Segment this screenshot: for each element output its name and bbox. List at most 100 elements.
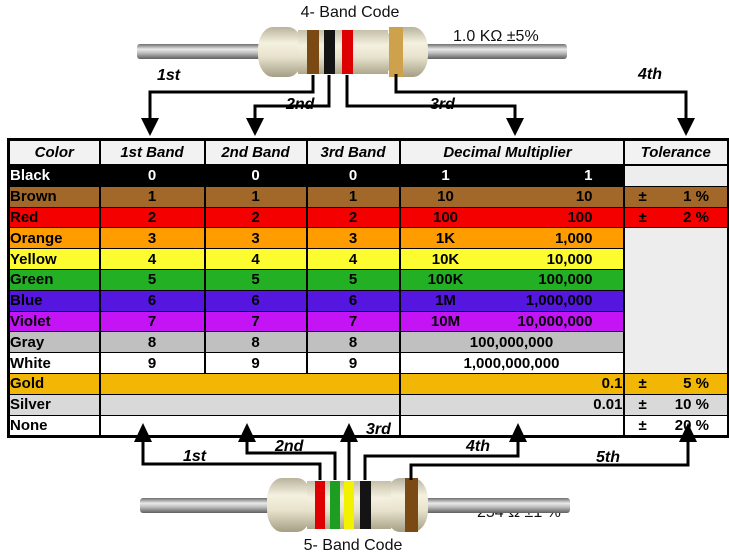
multiplier-cell xyxy=(398,414,625,438)
multiplier-value: 1K xyxy=(435,229,456,247)
tolerance-cell: ±1 % xyxy=(622,185,729,208)
band-pointer-label: 2nd xyxy=(275,438,304,455)
multiplier-cell: 1M 1,000,000 xyxy=(398,289,625,312)
resistor-band-green xyxy=(330,481,340,529)
tolerance-value: ± xyxy=(638,416,647,434)
tolerance-cell: ±5 % xyxy=(622,372,729,395)
table-row: Brown 1 1 1 10 10 ±1 % xyxy=(7,185,729,208)
band-value-cell: 5 xyxy=(203,268,308,291)
multiplier-cell: 100K 100,000 xyxy=(398,268,625,291)
column-header: 2nd Band xyxy=(203,139,308,166)
tolerance-cell xyxy=(622,164,729,187)
color-code-table-body: Black 0 0 0 1 1 Brown 1 1 1 10 10 ±1 % Red 2 2 2 100 100 ±2… xyxy=(7,164,729,438)
color-name-cell: Silver xyxy=(7,393,101,416)
multiplier-value: 1,000,000 xyxy=(525,292,593,310)
table-row: White 9 9 9 1,000,000,000 xyxy=(7,352,729,374)
tolerance-cell: ±2 % xyxy=(622,206,729,229)
tolerance-cell: ±10 % xyxy=(622,393,729,416)
band-value-cell: 6 xyxy=(98,289,206,312)
band-value-cell: 6 xyxy=(305,289,401,312)
resistor-band-brown xyxy=(307,30,319,74)
table-row: Violet 7 7 7 10M 10,000,000 xyxy=(7,310,729,333)
color-name-cell: Gray xyxy=(7,331,101,354)
resistor-cap-left xyxy=(267,478,312,532)
band-value-cell: 7 xyxy=(98,310,206,333)
multiplier-value: 100K xyxy=(427,271,464,289)
band-pointer-label: 4th xyxy=(466,438,490,455)
band-value-cell: 7 xyxy=(305,310,401,333)
resistor-band-brown xyxy=(405,478,418,532)
band-value-cell: 2 xyxy=(203,206,308,229)
multiplier-value: 1M xyxy=(435,292,456,310)
multiplier-value: 1 xyxy=(441,167,450,185)
tolerance-value: 2 % xyxy=(683,208,709,226)
table-row: Orange 3 3 3 1K 1,000 xyxy=(7,227,729,374)
tolerance-value: 1 % xyxy=(683,188,709,206)
tolerance-value: 20 % xyxy=(674,416,709,434)
multiplier-value: 10,000,000 xyxy=(517,312,593,330)
band-value-cell: 3 xyxy=(203,227,308,250)
color-name-cell: Red xyxy=(7,206,101,229)
table-row: Red 2 2 2 100 100 ±2 % xyxy=(7,206,729,229)
column-header: Tolerance xyxy=(622,139,729,166)
multiplier-cell: 1K 1,000 xyxy=(398,227,625,250)
resistor-band-red xyxy=(342,30,353,74)
resistor-band-black xyxy=(360,481,371,529)
band-pointer-label: 3rd xyxy=(430,96,455,113)
band-value-cell: 8 xyxy=(203,331,308,354)
band-value-cell: 5 xyxy=(305,268,401,291)
color-name-cell: Violet xyxy=(7,310,101,333)
column-header: Color xyxy=(7,139,101,166)
band-value-cell: 4 xyxy=(203,248,308,270)
band-value-cell: 1 xyxy=(203,185,308,208)
color-name-cell: Brown xyxy=(7,185,101,208)
band-value-cell: 9 xyxy=(203,352,308,374)
band-pointer-label: 2nd xyxy=(286,96,315,113)
multiplier-cell: 10 10 xyxy=(398,185,625,208)
merged-band-cell xyxy=(98,414,401,438)
band-value-cell: 7 xyxy=(203,310,308,333)
five-band-code-title: 5- Band Code xyxy=(303,537,403,554)
resistor-band-yellow xyxy=(344,481,354,529)
band-value-cell: 3 xyxy=(98,227,206,250)
tolerance-empty-merged-cell xyxy=(622,227,729,374)
table-row: Gold 0.1 ±5 % xyxy=(7,372,729,395)
band-value-cell: 2 xyxy=(305,206,401,229)
band-pointer-label: 3rd xyxy=(366,421,391,438)
multiplier-value: 10 xyxy=(437,188,454,206)
color-name-cell: Black xyxy=(7,164,101,187)
resistor-band-gold xyxy=(389,27,403,77)
resistor-band-red xyxy=(315,481,325,529)
band-value-cell: 0 xyxy=(98,164,206,187)
band-pointer-label: 5th xyxy=(596,449,620,466)
multiplier-cell: 0.01 xyxy=(398,393,625,416)
column-header: 3rd Band xyxy=(305,139,401,166)
column-header: Decimal Multiplier xyxy=(398,139,625,166)
band-value-cell: 9 xyxy=(98,352,206,374)
band-value-cell: 3 xyxy=(305,227,401,250)
multiplier-value: 1,000 xyxy=(554,229,593,247)
tolerance-value: 10 % xyxy=(674,396,709,414)
multiplier-cell: 1,000,000,000 xyxy=(398,352,625,374)
multiplier-cell: 100,000,000 xyxy=(398,331,625,354)
five-band-resistor-body xyxy=(267,478,428,532)
color-name-cell: Gold xyxy=(7,372,101,395)
multiplier-cell: 10K 10,000 xyxy=(398,248,625,270)
merged-band-cell xyxy=(98,393,401,416)
table-row: Black 0 0 0 1 1 xyxy=(7,164,729,187)
multiplier-value: 100 xyxy=(567,208,593,226)
band-value-cell: 8 xyxy=(98,331,206,354)
resistor-band-black xyxy=(324,30,335,74)
tolerance-value: ± xyxy=(638,375,647,393)
table-row: Silver 0.01 ±10 % xyxy=(7,393,729,416)
multiplier-cell: 10M 10,000,000 xyxy=(398,310,625,333)
color-code-table-wrapper: Color 1st Band 2nd Band 3rd Band Decimal Mul… xyxy=(7,138,729,439)
multiplier-value: 1 xyxy=(584,167,593,185)
band-value-cell: 4 xyxy=(98,248,206,270)
multiplier-value: 10,000 xyxy=(546,250,593,268)
table-row: Gray 8 8 8 100,000,000 xyxy=(7,331,729,354)
four-band-value-label: 1.0 KΩ ±5% xyxy=(453,28,539,45)
table-header-row: Color 1st Band 2nd Band 3rd Band Decimal Mul… xyxy=(7,139,729,166)
band-value-cell: 1 xyxy=(305,185,401,208)
